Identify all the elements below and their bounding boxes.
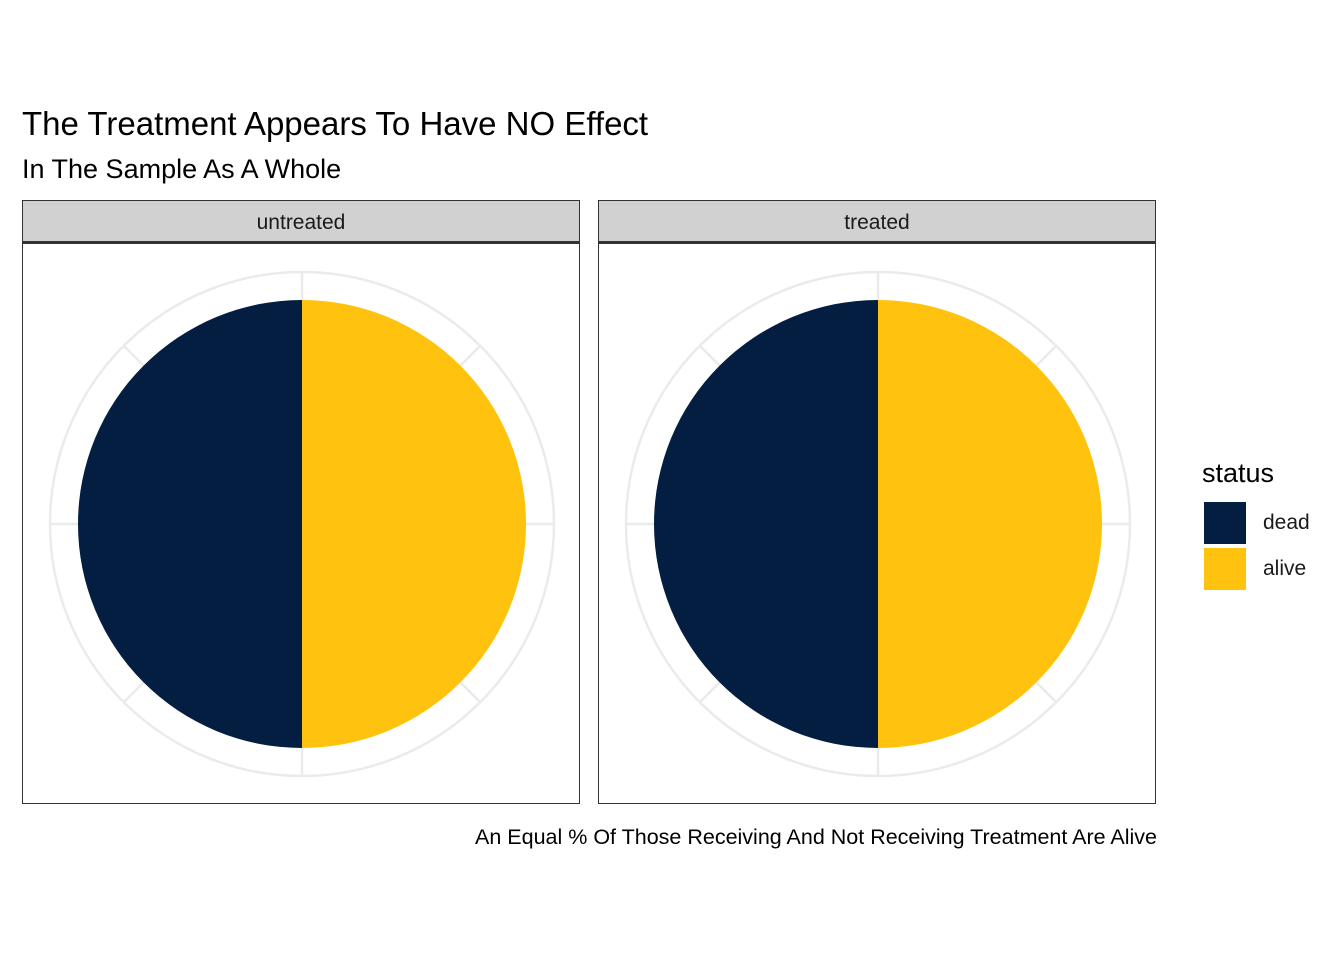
pie-slice-alive bbox=[302, 300, 526, 748]
legend-key-dead bbox=[1204, 502, 1246, 544]
chart-subtitle: In The Sample As A Whole bbox=[22, 154, 342, 184]
legend-item-dead: dead bbox=[1202, 502, 1322, 546]
plot-area bbox=[22, 243, 580, 804]
legend: status dead alive bbox=[1202, 456, 1310, 590]
pie-slice-alive bbox=[878, 300, 1102, 748]
pie-chart-treated bbox=[624, 270, 1132, 778]
facet-panel-untreated: untreated bbox=[22, 200, 580, 804]
legend-key-alive bbox=[1204, 548, 1246, 590]
facet-panel-treated: treated bbox=[598, 200, 1156, 804]
pie-chart-untreated bbox=[48, 270, 556, 778]
legend-title: status bbox=[1202, 458, 1275, 488]
pie-slice-dead bbox=[78, 300, 302, 748]
facet-strip-label: untreated bbox=[22, 200, 580, 243]
legend-item-alive: alive bbox=[1202, 548, 1322, 592]
pie-slice-dead bbox=[654, 300, 878, 748]
chart-caption: An Equal % Of Those Receiving And Not Re… bbox=[475, 825, 1157, 849]
legend-label: dead bbox=[1263, 511, 1310, 534]
facet-strip-label: treated bbox=[598, 200, 1156, 243]
chart-title: The Treatment Appears To Have NO Effect bbox=[22, 105, 649, 142]
plot-area bbox=[598, 243, 1156, 804]
legend-label: alive bbox=[1263, 557, 1307, 580]
